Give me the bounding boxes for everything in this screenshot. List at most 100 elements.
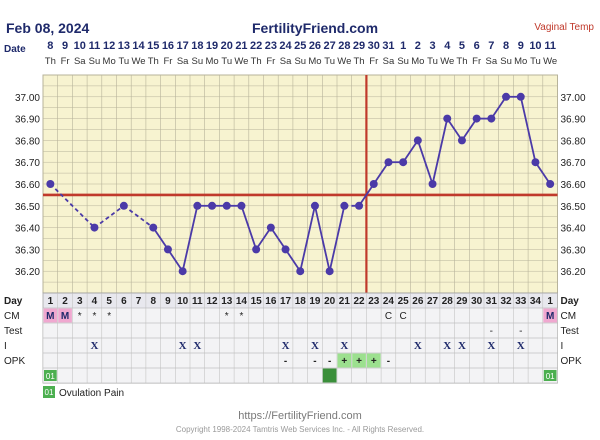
temperature-point[interactable] xyxy=(384,158,393,167)
temperature-point[interactable] xyxy=(531,158,540,167)
y-tick-label-left: 36.70 xyxy=(15,158,40,169)
temperature-segment xyxy=(255,227,272,250)
row-label-left-cm: CM xyxy=(4,311,20,322)
code-cell xyxy=(44,370,57,381)
y-tick-label-right: 36.80 xyxy=(561,136,586,147)
intercourse-cell-text: X xyxy=(487,340,495,352)
y-tick-label-left: 36.90 xyxy=(15,115,40,126)
row-label-left-opk: OPK xyxy=(4,356,25,367)
temperature-point[interactable] xyxy=(237,201,246,210)
temperature-point[interactable] xyxy=(325,267,334,276)
weekday-tick: Su xyxy=(294,56,306,67)
date-tick: 15 xyxy=(147,40,159,52)
date-tick: 29 xyxy=(353,40,365,52)
temperature-point[interactable] xyxy=(502,92,511,101)
day-cell-text: 8 xyxy=(150,296,156,307)
chart-grid xyxy=(42,74,558,294)
date-tick: 8 xyxy=(47,40,53,52)
weekday-tick: Mo xyxy=(308,56,321,67)
temperature-point[interactable] xyxy=(222,201,231,210)
day-cell-text: 26 xyxy=(412,296,424,307)
chart-date: Feb 08, 2024 xyxy=(6,20,90,36)
test-cell-text: - xyxy=(519,326,522,337)
y-tick-label-right: 36.60 xyxy=(561,180,586,191)
day-cell-text: 3 xyxy=(77,296,83,307)
date-tick: 14 xyxy=(132,40,145,52)
temperature-point[interactable] xyxy=(546,180,555,188)
date-tick: 10 xyxy=(529,40,541,52)
temperature-point[interactable] xyxy=(443,114,452,123)
temperature-point[interactable] xyxy=(472,114,481,123)
row-label-right-test: Test xyxy=(561,326,580,337)
day-cell-text: 28 xyxy=(442,296,454,307)
opk-cell-text: + xyxy=(341,356,347,367)
temperature-point[interactable] xyxy=(310,201,319,210)
cm-menstrual-cell xyxy=(43,308,58,323)
temperature-point[interactable] xyxy=(46,180,55,188)
temperature-point[interactable] xyxy=(413,136,422,145)
temperature-segment xyxy=(490,96,507,120)
temperature-point[interactable] xyxy=(355,201,364,210)
intercourse-cell-text: X xyxy=(193,340,201,352)
row-label-right-cm: CM xyxy=(561,311,577,322)
day-cell-text: 20 xyxy=(324,296,336,307)
date-tick: 31 xyxy=(382,40,394,52)
day-cell-text: 7 xyxy=(136,296,142,307)
temperature-segment xyxy=(416,140,434,185)
footer-url[interactable]: https://FertilityFriend.com xyxy=(238,410,362,422)
temperature-point[interactable] xyxy=(266,223,275,232)
cm-cell-text: M xyxy=(61,311,69,322)
date-tick: 17 xyxy=(177,40,189,52)
cm-cell-text: * xyxy=(239,311,243,322)
cm-cell-text: C xyxy=(385,311,392,322)
temperature-segment xyxy=(402,139,419,163)
temperature-point[interactable] xyxy=(119,201,128,210)
temperature-point[interactable] xyxy=(399,158,408,167)
temperature-point[interactable] xyxy=(252,245,261,254)
temperature-segment xyxy=(328,205,346,272)
legend-code: 01 xyxy=(45,388,54,397)
y-tick-label-right: 36.70 xyxy=(561,158,586,169)
temperature-point[interactable] xyxy=(340,201,349,210)
temperature-segment-dashed xyxy=(123,205,154,229)
date-tick: 16 xyxy=(162,40,174,52)
y-tick-label-right: 36.20 xyxy=(561,267,586,278)
day-cell-text: 23 xyxy=(368,296,380,307)
temperature-points[interactable] xyxy=(46,92,555,276)
temperature-point[interactable] xyxy=(296,267,305,276)
temperature-point[interactable] xyxy=(163,245,172,254)
weekday-tick: Fr xyxy=(472,56,481,67)
temperature-point[interactable] xyxy=(208,201,217,210)
temperature-point[interactable] xyxy=(516,92,525,101)
date-tick: 8 xyxy=(503,40,509,52)
cm-menstrual-cell xyxy=(58,308,72,323)
temperature-point[interactable] xyxy=(90,223,99,232)
day-cell-text: 13 xyxy=(221,296,233,307)
temperature-point[interactable] xyxy=(281,245,290,254)
date-tick: 24 xyxy=(279,40,292,52)
temperature-point[interactable] xyxy=(193,201,202,210)
intercourse-cell-text: X xyxy=(311,340,319,352)
weekday-tick: Tu xyxy=(118,56,129,67)
temperature-point[interactable] xyxy=(178,267,187,276)
day-cell-text: 14 xyxy=(236,296,248,307)
cm-cell-text: * xyxy=(225,311,229,322)
weekday-tick: Fr xyxy=(61,56,70,67)
weekday-tick: We xyxy=(132,56,146,67)
temperature-point[interactable] xyxy=(487,114,496,123)
temperature-point[interactable] xyxy=(457,136,466,145)
weekday-tick: We xyxy=(234,56,248,67)
date-tick: 22 xyxy=(250,40,262,52)
y-tick-label-right: 37.00 xyxy=(561,93,586,104)
day-cell-text: 27 xyxy=(427,296,439,307)
site-title[interactable]: FertilityFriend.com xyxy=(252,20,379,36)
intercourse-cell-text: X xyxy=(179,340,187,352)
temperature-point[interactable] xyxy=(149,223,158,232)
day-cell-text: 22 xyxy=(353,296,365,307)
weekday-tick: We xyxy=(543,56,557,67)
date-tick: 13 xyxy=(118,40,130,52)
day-cell-text: 6 xyxy=(121,296,127,307)
temperature-point[interactable] xyxy=(369,180,378,188)
temperature-point[interactable] xyxy=(428,180,437,188)
intercourse-cell-text: X xyxy=(517,340,525,352)
